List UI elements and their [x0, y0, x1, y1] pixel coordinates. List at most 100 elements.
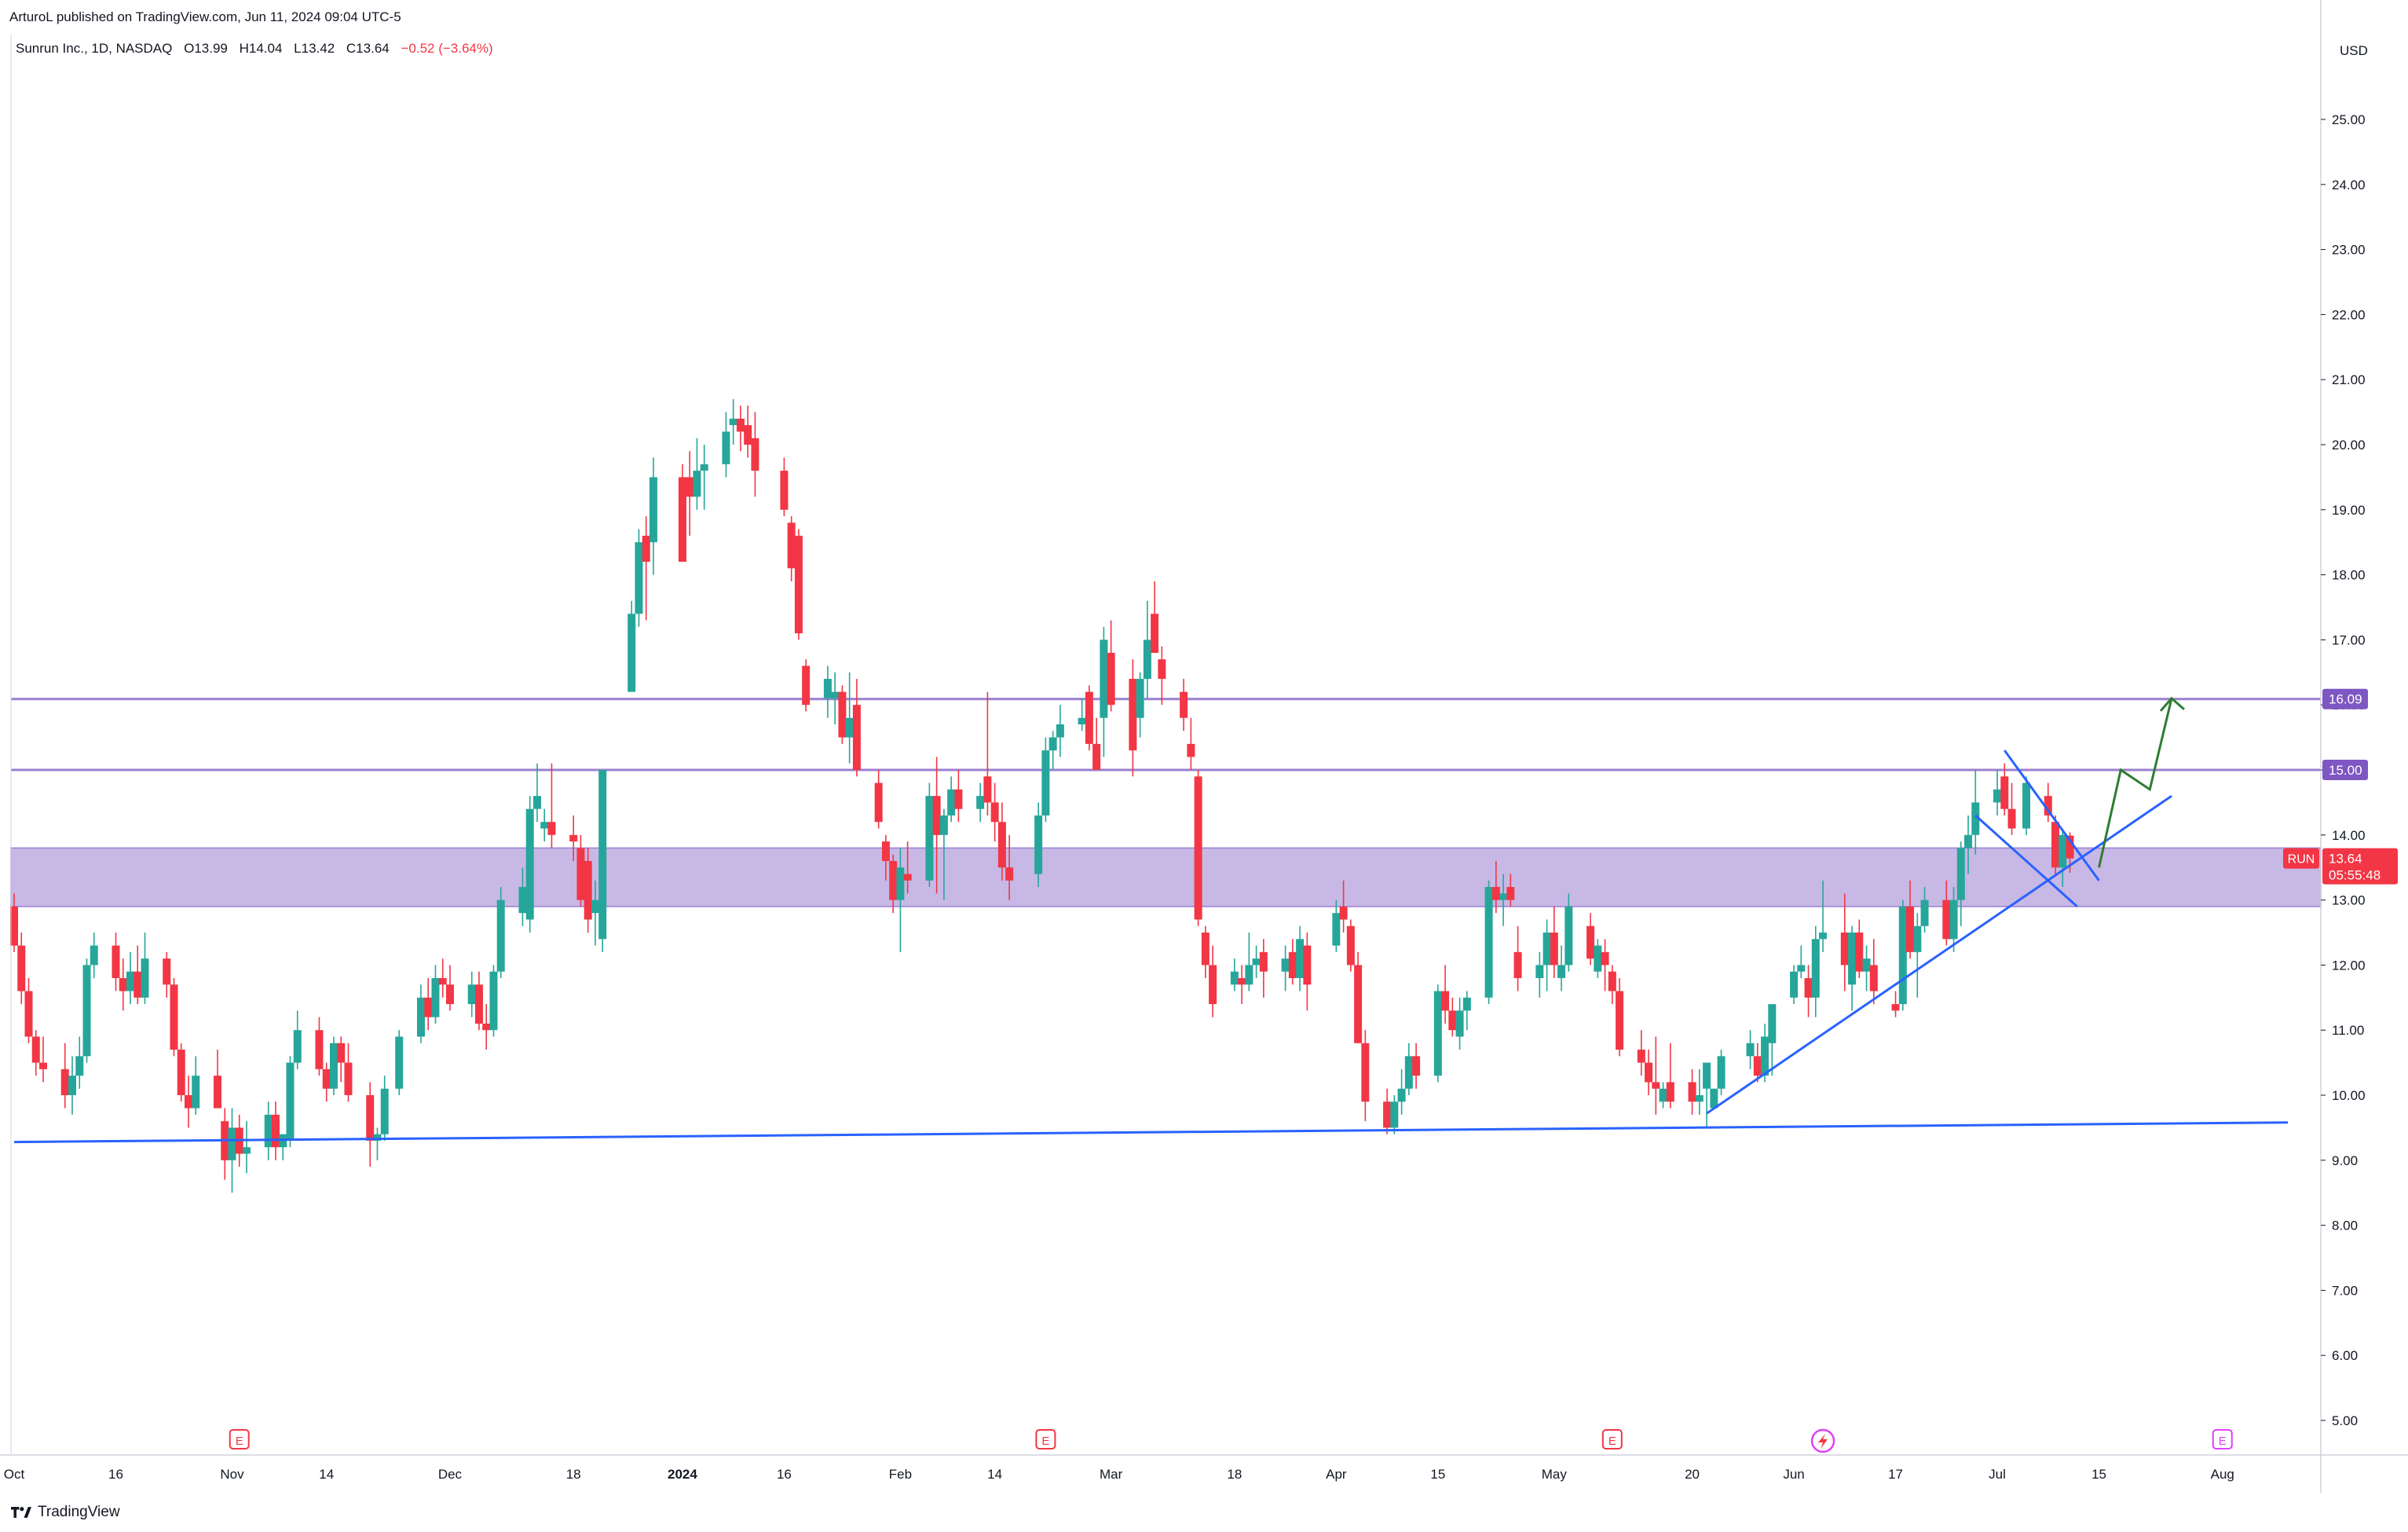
level-price-badge-bg — [2322, 760, 2368, 780]
candle — [954, 770, 963, 823]
publisher-caption: ArturoL published on TradingView.com, Ju… — [9, 9, 401, 24]
candle-body — [1645, 1062, 1653, 1083]
candle-body — [1906, 906, 1915, 952]
candle — [780, 457, 789, 517]
candle-body — [693, 471, 701, 497]
price-tick-label: 8.00 — [2332, 1219, 2358, 1233]
candle — [1180, 679, 1188, 731]
candle-body — [1942, 900, 1951, 940]
candle — [322, 1062, 331, 1102]
candle — [1499, 874, 1508, 926]
candle-body — [286, 1062, 295, 1141]
trendline[interactable] — [2004, 750, 2100, 881]
candle-body — [1209, 965, 1217, 1005]
candle-body — [1245, 965, 1253, 985]
trendline[interactable] — [13, 1121, 2289, 1144]
candle-body — [1288, 951, 1297, 978]
trendline[interactable] — [1974, 814, 2078, 907]
candle-body — [1717, 1056, 1725, 1089]
time-tick-label: 14 — [987, 1467, 1002, 1482]
support-zone — [10, 847, 2322, 907]
candle-body — [1768, 1004, 1777, 1043]
candle-body — [1761, 1036, 1769, 1076]
candle — [700, 445, 708, 510]
lightning-icon[interactable] — [1810, 1428, 1835, 1453]
earnings-marker[interactable]: E — [2212, 1429, 2233, 1450]
candle-body — [242, 1147, 251, 1154]
candle-body — [1811, 939, 1820, 998]
candle — [1448, 997, 1457, 1037]
ohlc-close: C13.64 — [346, 41, 390, 56]
candle — [831, 672, 840, 725]
candle-body — [213, 1076, 221, 1109]
candle — [1695, 1068, 1704, 1115]
candle — [1753, 1043, 1762, 1083]
candle — [1252, 945, 1261, 978]
candle — [1971, 770, 1980, 855]
candle — [1404, 1043, 1413, 1095]
candle-body — [954, 789, 963, 809]
candle — [1136, 672, 1144, 738]
candle-body — [1151, 614, 1159, 653]
candle-body — [1034, 815, 1043, 874]
time-tick-label: 16 — [108, 1467, 123, 1482]
tradingview-watermark[interactable]: TradingView — [11, 1504, 120, 1521]
price-tick-label: 19.00 — [2332, 503, 2366, 518]
candle-body — [1586, 925, 1595, 959]
trendline[interactable] — [1706, 794, 2172, 1115]
candle — [1913, 913, 1922, 998]
candle — [2059, 828, 2067, 888]
candle — [2051, 815, 2060, 874]
candle-body — [1281, 958, 1290, 972]
candle-body — [896, 867, 905, 900]
projection-path[interactable] — [2098, 698, 2173, 868]
candle-body — [1354, 965, 1363, 1043]
candle — [279, 1134, 287, 1160]
candle — [68, 1056, 76, 1115]
candle-body — [1005, 867, 1014, 881]
candle — [1085, 685, 1093, 751]
earnings-marker[interactable]: E — [1035, 1429, 1056, 1450]
earnings-marker-label: E — [1041, 1435, 1049, 1448]
candle — [496, 887, 505, 978]
currency-label[interactable]: USD — [2340, 43, 2368, 58]
candle — [1238, 965, 1246, 1005]
candle-body — [1056, 724, 1064, 738]
candle — [1717, 1050, 1725, 1095]
candle-body — [424, 997, 433, 1017]
candle — [1296, 925, 1305, 991]
candle — [744, 405, 752, 458]
candle — [1862, 945, 1871, 991]
level-price-badge-text: 16.09 — [2329, 692, 2362, 707]
candle — [569, 815, 578, 861]
earnings-marker[interactable]: E — [229, 1429, 250, 1450]
candle-body — [1404, 1056, 1413, 1089]
candle-body — [1898, 906, 1907, 1005]
time-tick-label: Mar — [1100, 1467, 1123, 1482]
candle — [1906, 880, 1915, 959]
ohlc-low: L13.42 — [294, 41, 335, 56]
candle — [1891, 991, 1900, 1017]
candle-body — [852, 705, 861, 770]
candle — [976, 782, 985, 823]
price-tick-label: 9.00 — [2332, 1153, 2358, 1168]
earnings-marker-box — [1035, 1429, 1056, 1450]
candle — [1506, 874, 1515, 907]
candle-body — [315, 1030, 324, 1069]
candle-body — [170, 984, 178, 1050]
candle — [729, 399, 737, 445]
candle — [337, 1036, 346, 1083]
candle — [932, 757, 941, 894]
price-tick-label: 23.00 — [2332, 243, 2366, 258]
last-price-badge-bg — [2322, 848, 2398, 885]
earnings-marker[interactable]: E — [1601, 1429, 1623, 1450]
candle-body — [1666, 1082, 1674, 1102]
candle-body — [329, 1043, 338, 1089]
time-tick-label: 2024 — [668, 1467, 697, 1482]
candle — [983, 691, 992, 815]
candle — [1346, 919, 1355, 972]
candle-body — [678, 477, 686, 563]
symbol-badge-bg — [2283, 848, 2319, 869]
candle — [293, 1010, 302, 1069]
